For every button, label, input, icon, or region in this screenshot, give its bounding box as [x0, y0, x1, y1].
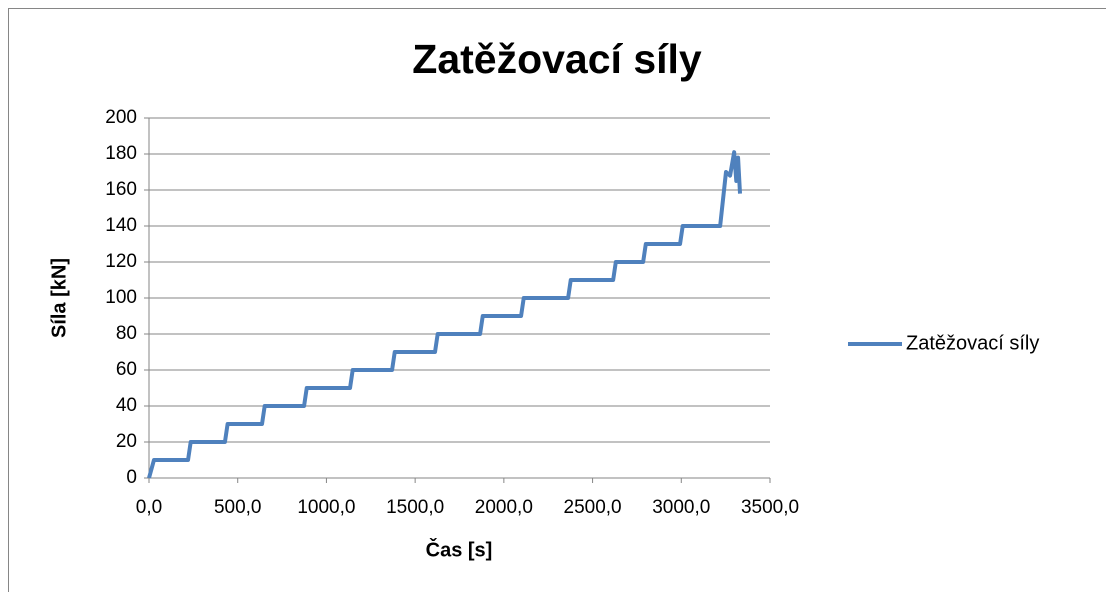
y-tick-label: 140 [105, 215, 137, 236]
y-tick-label: 120 [105, 251, 137, 272]
x-tick-label: 500,0 [214, 497, 262, 518]
y-tick-label: 100 [105, 287, 137, 308]
y-tick-label: 40 [116, 395, 137, 416]
data-line [147, 150, 743, 479]
y-tick-label: 200 [105, 107, 137, 128]
chart-title: Zatěžovací síly [412, 36, 702, 82]
y-tick-label: 160 [105, 179, 137, 200]
x-tick-label: 2000,0 [475, 497, 533, 518]
x-axis-label: Čas [s] [426, 537, 493, 561]
x-tick-label: 3000,0 [652, 497, 710, 518]
x-tick-label: 0,0 [136, 497, 162, 518]
legend-label: Zatěžovací síly [906, 332, 1039, 354]
x-tick-label: 2500,0 [564, 497, 622, 518]
x-tick-label: 1500,0 [386, 497, 444, 518]
y-tick-label: 60 [116, 359, 137, 380]
x-tick-label: 1000,0 [297, 497, 355, 518]
y-axis-label: Síla [kN] [48, 258, 70, 338]
y-tick-label: 80 [116, 323, 137, 344]
chart-border [8, 8, 1106, 592]
y-tick-label: 180 [105, 143, 137, 164]
y-tick-label: 20 [116, 431, 137, 452]
y-tick-label: 0 [126, 467, 137, 488]
x-tick-label: 3500,0 [741, 497, 799, 518]
